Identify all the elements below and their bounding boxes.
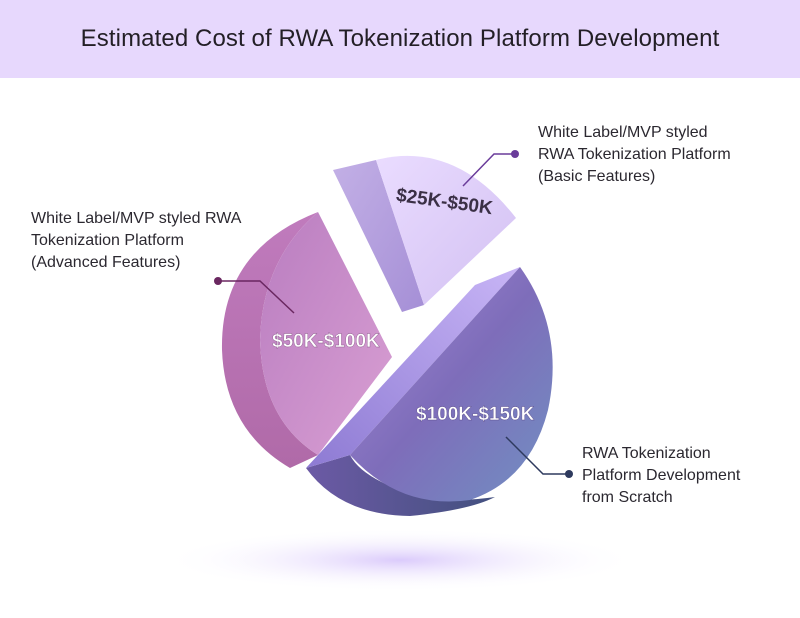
floor-shadow xyxy=(160,528,640,592)
segment-advanced[interactable] xyxy=(221,212,392,468)
caption-scratch-line: from Scratch xyxy=(582,489,673,506)
caption-advanced: White Label/MVP styled RWA Tokenization … xyxy=(31,208,241,274)
caption-advanced-line: Tokenization Platform xyxy=(31,232,184,249)
caption-advanced-line: White Label/MVP styled RWA xyxy=(31,210,242,227)
leader-line-basic xyxy=(462,150,519,187)
segment-value-scratch: $100K-$150K xyxy=(416,404,535,425)
segment-scratch[interactable] xyxy=(306,267,553,516)
segment-basic[interactable] xyxy=(333,155,516,312)
page-title: Estimated Cost of RWA Tokenization Platf… xyxy=(80,25,720,52)
title-banner: Estimated Cost of RWA Tokenization Platf… xyxy=(0,0,800,78)
caption-scratch: RWA Tokenization Platform Development fr… xyxy=(582,443,740,509)
caption-advanced-line: (Advanced Features) xyxy=(31,254,181,271)
leader-line-scratch xyxy=(505,436,573,478)
caption-basic-line: RWA Tokenization Platform xyxy=(538,146,731,163)
caption-basic: White Label/MVP styled RWA Tokenization … xyxy=(538,122,731,188)
segment-value-advanced: $50K-$100K xyxy=(272,331,380,352)
caption-scratch-line: RWA Tokenization xyxy=(582,445,711,462)
caption-basic-line: White Label/MVP styled xyxy=(538,124,708,141)
caption-scratch-line: Platform Development xyxy=(582,467,741,484)
caption-basic-line: (Basic Features) xyxy=(538,168,656,185)
leader-line-advanced xyxy=(214,277,295,314)
